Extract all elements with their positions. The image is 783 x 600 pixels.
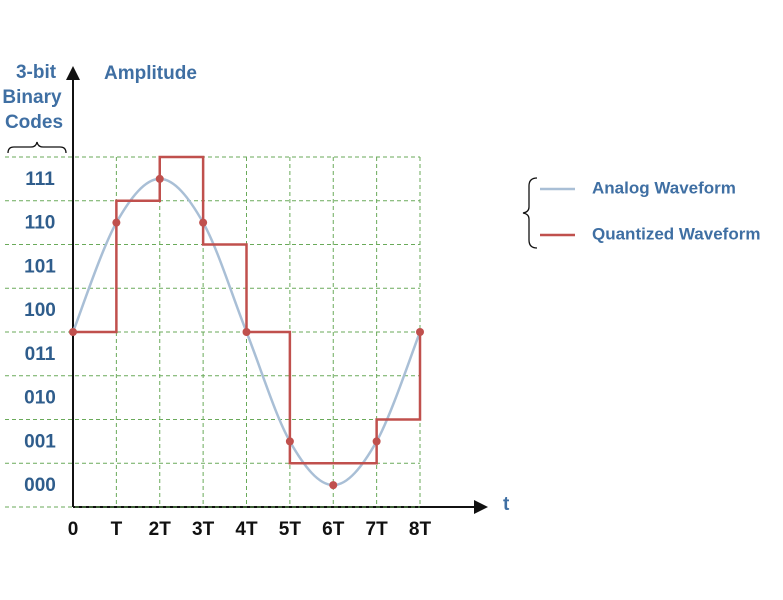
y-tick-label: 011 [25, 344, 56, 365]
sample-point [199, 218, 208, 227]
y-tick-label: 101 [24, 256, 56, 277]
sample-point [242, 328, 251, 336]
legend-label: Analog Waveform [592, 178, 736, 197]
y-arrow [66, 66, 80, 80]
x-tick-label: 4T [235, 519, 258, 540]
x-tick-label: 0 [68, 519, 79, 540]
x-tick-label: 8T [409, 519, 432, 540]
x-tick-label: 2T [149, 519, 172, 540]
sample-point [285, 437, 294, 446]
y-tick-label: 110 [25, 213, 56, 234]
y-axis-title: Amplitude [104, 63, 197, 84]
sample-point [69, 328, 77, 336]
sample-point [112, 218, 121, 227]
sample-point [416, 328, 424, 336]
x-tick-label: 5T [279, 519, 302, 540]
x-tick-label: 3T [192, 519, 215, 540]
y-tick-label: 001 [24, 431, 56, 452]
x-arrow [474, 500, 488, 514]
brace [7, 141, 67, 154]
x-tick-label: 6T [322, 519, 345, 540]
code-label: 3-bit [16, 62, 57, 83]
x-tick-label: T [111, 519, 123, 540]
sample-point [329, 481, 338, 490]
y-tick-label: 100 [24, 300, 56, 321]
sample-point [372, 437, 381, 446]
y-tick-label: 010 [24, 388, 56, 409]
y-tick-label: 111 [25, 169, 55, 190]
x-axis-title: t [503, 494, 510, 515]
legend-brace [522, 177, 538, 249]
x-tick-label: 7T [366, 519, 389, 540]
code-label: Binary [2, 87, 62, 108]
legend-label: Quantized Waveform [592, 224, 760, 243]
sample-point [155, 174, 164, 183]
code-label: Codes [5, 112, 63, 133]
y-tick-label: 000 [24, 475, 56, 496]
